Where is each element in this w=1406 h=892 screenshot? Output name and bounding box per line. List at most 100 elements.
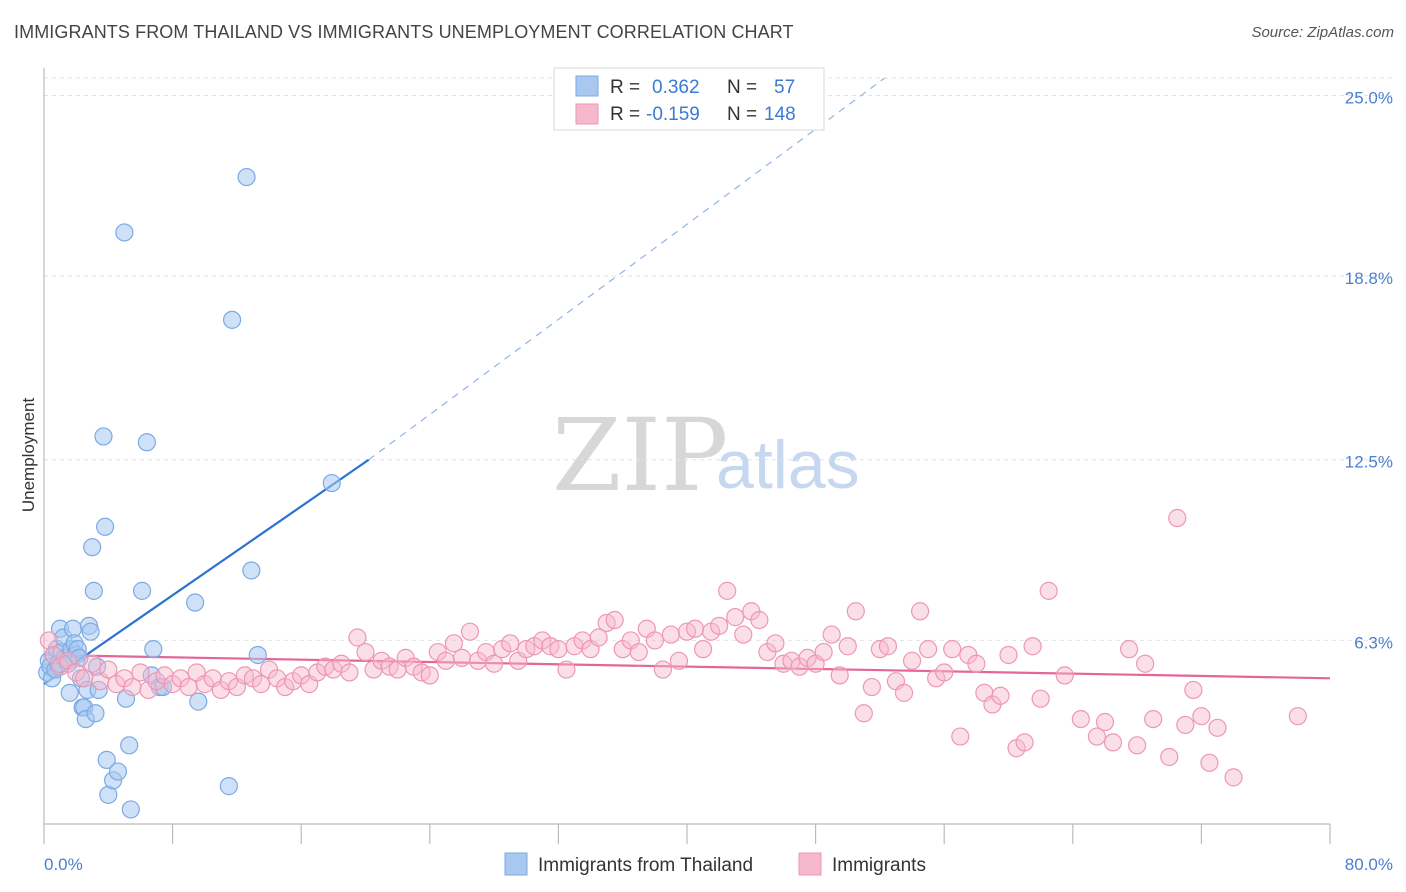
trendlines: [43, 77, 1331, 686]
point-immigrants: [420, 666, 439, 685]
point-immigrants: [999, 645, 1018, 665]
point-immigrants: [452, 648, 472, 667]
point-immigrants: [460, 622, 480, 641]
point-thailand: [84, 581, 103, 600]
point-immigrants: [549, 640, 568, 659]
point-immigrants: [485, 654, 504, 673]
watermark-zip: ZIP: [552, 397, 728, 514]
point-immigrants: [910, 602, 930, 621]
point-immigrants: [131, 663, 150, 682]
y-tick-label: 25.0%: [1345, 88, 1393, 107]
point-immigrants: [1087, 727, 1107, 746]
point-thailand: [322, 473, 341, 493]
point-thailand: [186, 593, 205, 612]
point-thailand: [144, 640, 163, 659]
point-immigrants: [943, 640, 962, 659]
x-tick-label-min: 0.0%: [44, 855, 83, 874]
point-thailand: [242, 561, 261, 580]
point-thailand: [189, 692, 208, 711]
point-thailand: [86, 704, 105, 723]
point-immigrants: [356, 642, 375, 662]
point-thailand: [87, 657, 107, 676]
source-credit: Source: ZipAtlas.com: [1251, 24, 1394, 41]
point-immigrants: [589, 628, 608, 647]
point-immigrants: [1023, 637, 1042, 656]
point-thailand: [108, 762, 128, 781]
point-thailand: [83, 538, 102, 557]
point-immigrants: [605, 610, 624, 630]
point-thailand: [120, 736, 139, 755]
legend-r-value-2: -0.159: [646, 104, 700, 125]
point-immigrants: [251, 675, 271, 694]
chart-title: IMMIGRANTS FROM THAILAND VS IMMIGRANTS U…: [14, 22, 794, 42]
point-thailand: [121, 800, 140, 819]
point-immigrants: [661, 625, 681, 644]
point-immigrants: [685, 619, 705, 638]
legend-r-label-2: R =: [610, 104, 640, 125]
legend-r-value-1: 0.362: [652, 77, 700, 98]
bottom-legend: Immigrants from Thailand Immigrants: [504, 852, 926, 876]
data-points: [38, 167, 1307, 819]
bottom-legend-swatch-immigrants: [798, 852, 822, 876]
bottom-legend-swatch-thailand: [504, 852, 528, 876]
point-immigrants: [653, 660, 672, 679]
point-thailand: [237, 167, 256, 187]
point-immigrants: [1136, 654, 1155, 673]
point-thailand: [97, 750, 116, 769]
point-immigrants: [854, 704, 873, 723]
legend-n-value-2: 148: [764, 104, 796, 125]
point-immigrants: [991, 686, 1010, 705]
y-axis-label: Unemployment: [19, 398, 38, 513]
y-tick-label: 6.3%: [1354, 633, 1393, 652]
point-immigrants: [967, 654, 986, 673]
point-immigrants: [766, 634, 785, 653]
legend-frame: [553, 67, 825, 131]
point-thailand: [222, 310, 242, 329]
point-thailand: [219, 777, 238, 796]
point-thailand: [137, 433, 156, 452]
point-immigrants: [750, 610, 769, 630]
point-immigrants: [902, 651, 922, 670]
legend-n-value-1: 57: [774, 77, 795, 98]
point-immigrants: [557, 660, 576, 679]
point-immigrants: [878, 637, 898, 656]
point-immigrants: [951, 727, 970, 746]
point-immigrants: [669, 651, 689, 670]
point-immigrants: [1224, 768, 1243, 787]
legend-box: R = 0.362 N = 57 R = -0.159 N = 148: [553, 67, 825, 131]
legend-r-label-1: R =: [610, 77, 640, 98]
point-immigrants: [838, 637, 857, 656]
y-tick-label: 12.5%: [1345, 453, 1393, 472]
point-immigrants: [710, 616, 729, 635]
point-immigrants: [1200, 753, 1219, 772]
legend-swatch-immigrants: [575, 103, 599, 125]
y-tick-labels: 6.3% 12.5% 18.8% 25.0%: [1345, 88, 1393, 652]
point-immigrants: [1192, 707, 1211, 726]
point-immigrants: [1127, 736, 1147, 755]
point-immigrants: [1039, 581, 1058, 600]
point-immigrants: [919, 640, 938, 659]
point-immigrants: [1168, 508, 1187, 528]
point-immigrants: [1031, 689, 1050, 708]
trendline-thailand-extension: [368, 77, 886, 461]
point-thailand: [60, 683, 79, 702]
point-thailand: [81, 622, 100, 641]
point-immigrants: [39, 631, 58, 650]
bottom-legend-label-immigrants: Immigrants: [832, 855, 926, 876]
point-immigrants: [822, 625, 841, 644]
y-tick-label: 18.8%: [1345, 269, 1393, 288]
trendline-thailand: [43, 458, 370, 686]
point-immigrants: [814, 642, 833, 662]
point-immigrants: [734, 625, 753, 644]
point-immigrants: [1055, 666, 1074, 685]
point-immigrants: [444, 634, 464, 653]
legend-n-label-2: N =: [727, 104, 757, 125]
point-immigrants: [693, 640, 713, 659]
point-immigrants: [99, 660, 118, 679]
point-immigrants: [348, 628, 367, 647]
point-immigrants: [726, 608, 745, 627]
point-immigrants: [501, 634, 520, 653]
point-thailand: [115, 223, 134, 242]
point-immigrants: [1095, 712, 1115, 732]
point-immigrants: [1015, 733, 1034, 752]
